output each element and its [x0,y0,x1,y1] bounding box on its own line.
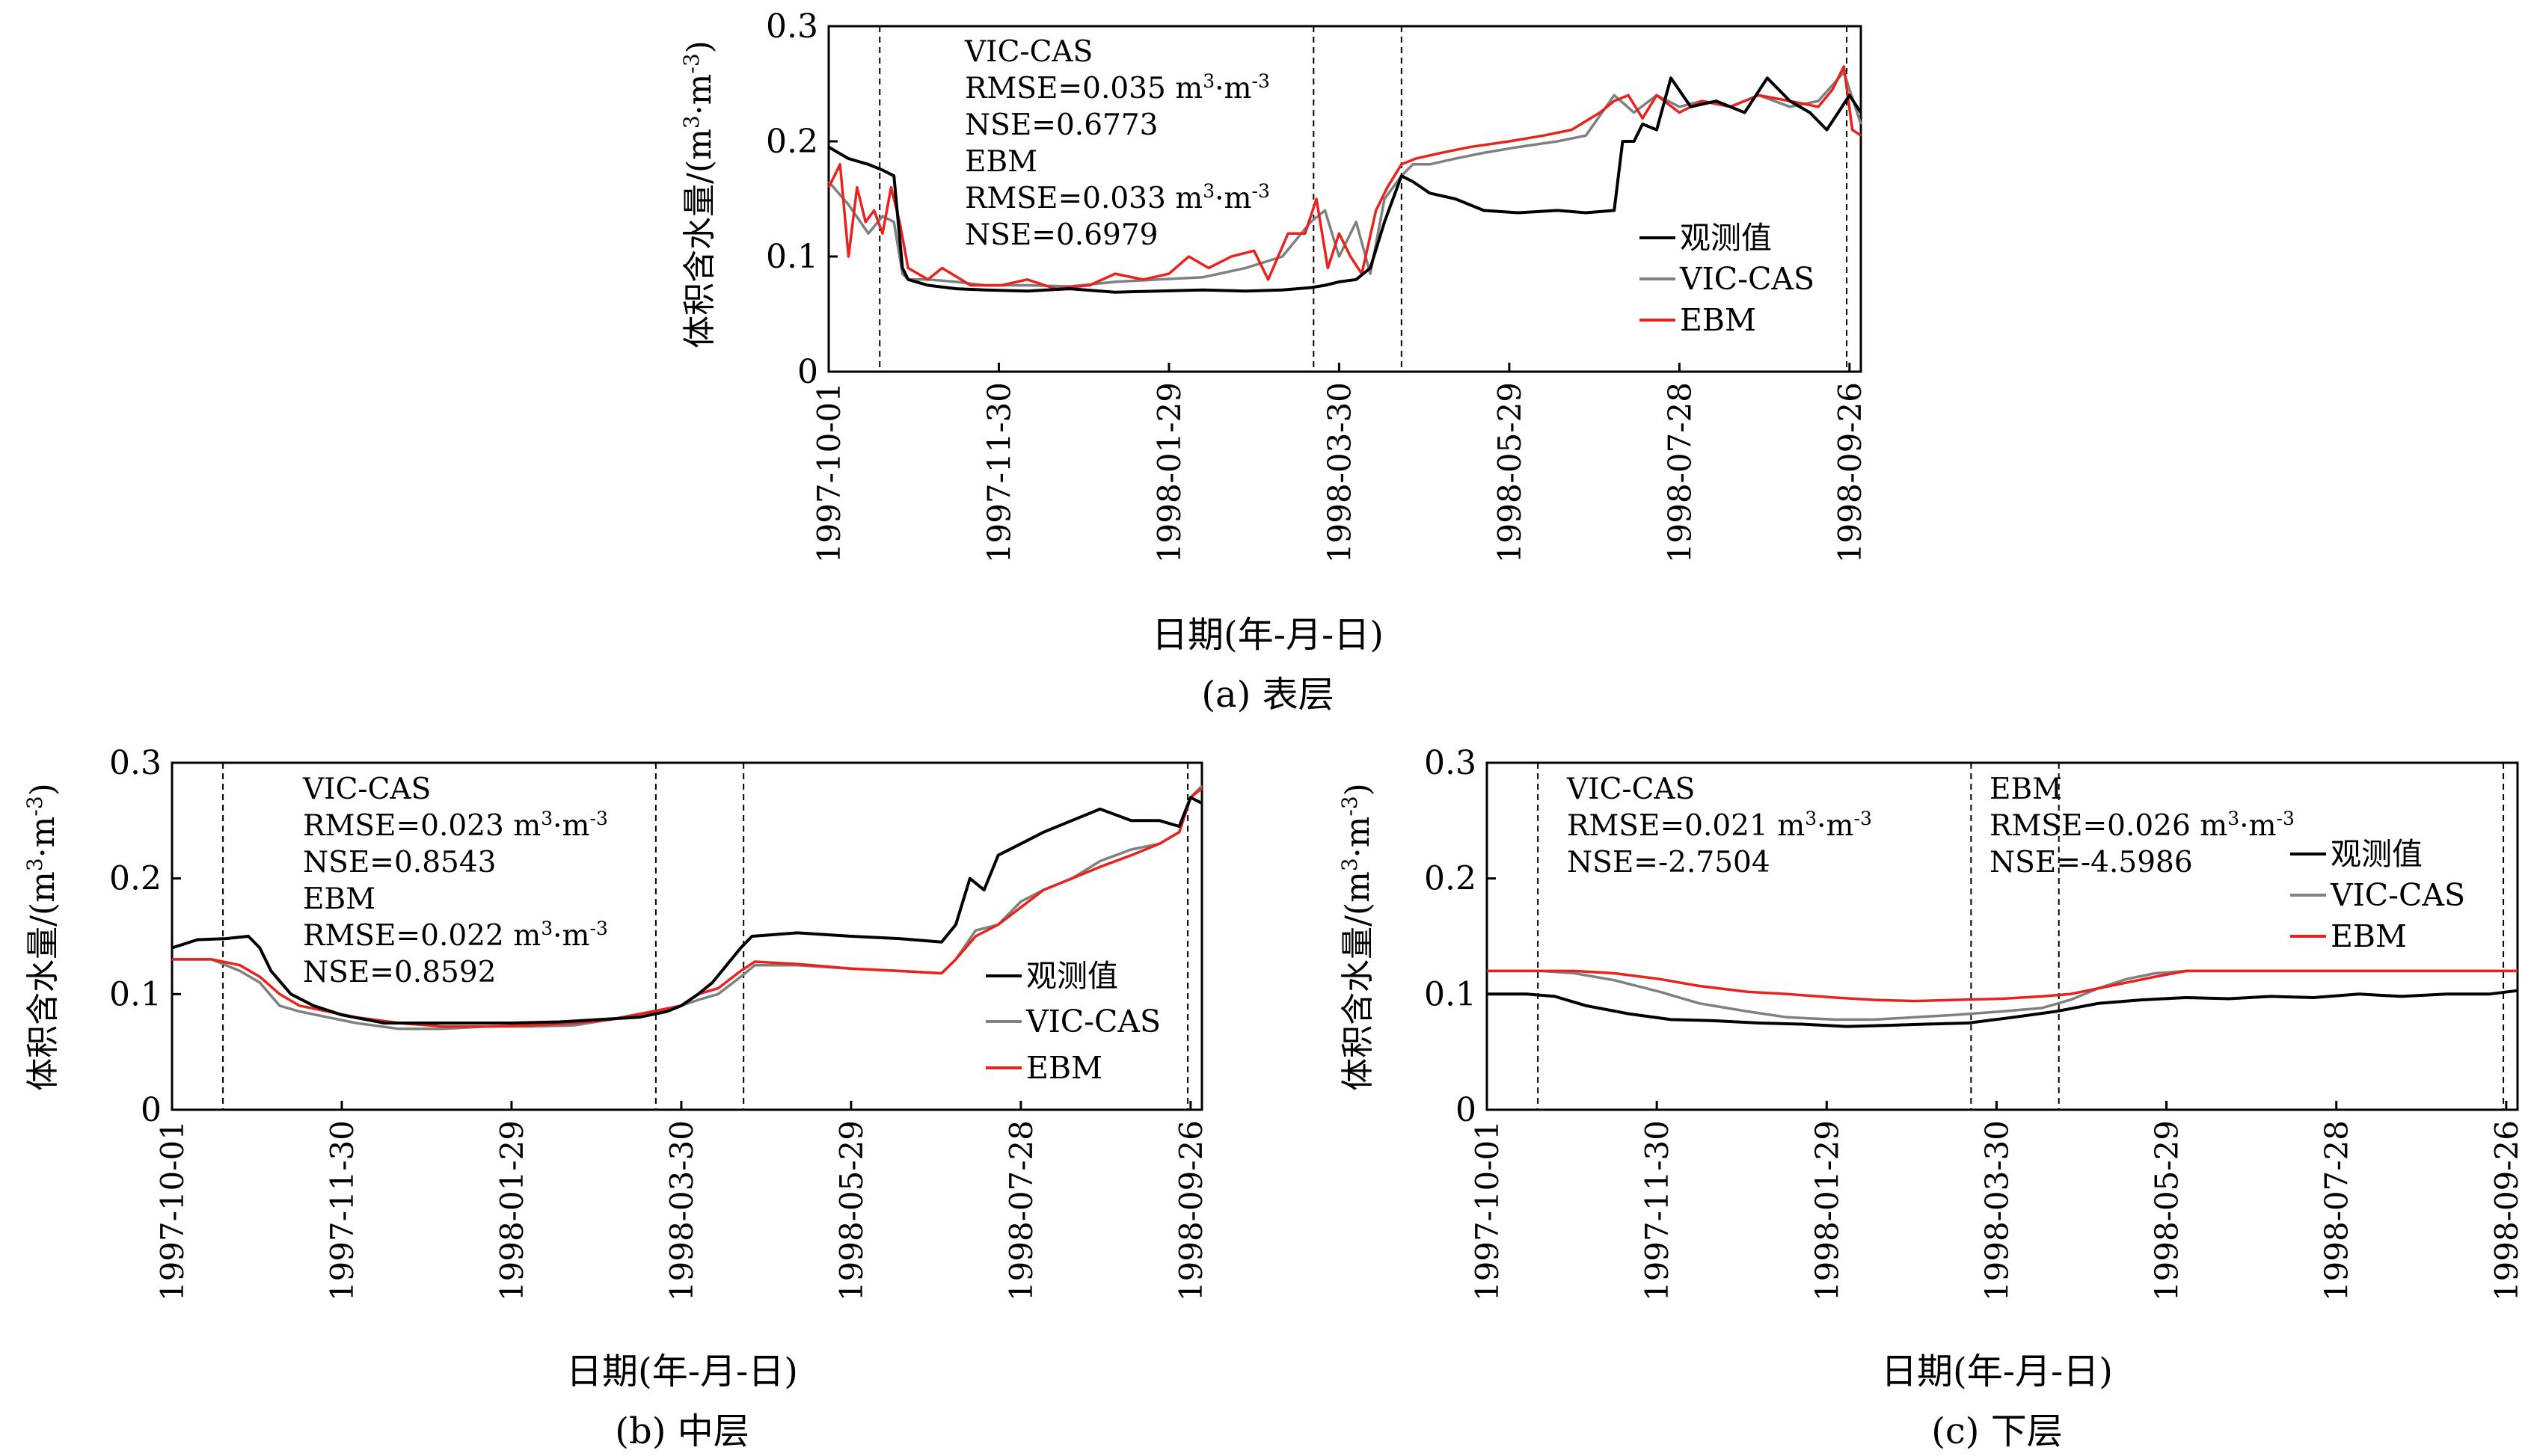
x-tick-label: 1998-05-29 [1491,382,1528,563]
x-tick-label: 1998-07-28 [2319,1120,2355,1301]
y-tick-label: 0.1 [109,975,162,1013]
x-tick-label: 1998-01-29 [1808,1120,1845,1301]
legend-label-ebm: EBM [1680,302,1756,338]
panel-a-legend: 观测值 VIC-CAS EBM [1639,220,1814,338]
panel-a-ylabel: 体积含水量/(m3·m-3) [679,40,719,348]
y-tick-label: 0.2 [766,123,818,161]
panel-c-stat-ebm-nse: NSE=-4.5986 [1989,846,2193,879]
series-line-ebm [1487,969,2518,1003]
y-tick-label: 0.1 [1424,975,1476,1013]
y-tick-label: 0 [141,1091,162,1129]
panel-c-stat-vic-rmse: RMSE=0.021 m3·m-3 [1567,808,1872,843]
panel-b-legend: 观测值 VIC-CAS EBM [986,958,1161,1086]
x-tick-label: 1997-11-30 [1639,1120,1675,1301]
x-tick-label: 1998-05-29 [2149,1120,2185,1301]
x-tick-label: 1998-07-28 [1003,1120,1040,1301]
plot-frame [827,25,1862,373]
series-line-obs [1487,989,2518,1028]
panel-a-stat-vic-nse: NSE=0.6773 [965,108,1158,142]
x-tick-label: 1998-03-30 [663,1120,700,1301]
x-tick-label: 1998-03-30 [1321,382,1357,563]
panel-a-plot: 0 0.1 0.2 0.3 1997-10-01 1997-11-30 1998-01-29… [766,7,1868,563]
legend-label-ebm: EBM [2331,918,2407,954]
panel-c: 0 0.1 0.2 0.3 1997-10-01 1997-11-30 1998-01-29… [1337,744,2525,1452]
panel-a-stat-ebm-nse: NSE=0.6979 [965,218,1158,252]
legend-label-vic: VIC-CAS [1679,261,1814,297]
plot-frame [1485,761,2519,1111]
panel-c-plot: 0 0.1 0.2 0.3 1997-10-01 1997-11-30 1998-01-29… [1424,744,2525,1301]
y-tick-label: 0.1 [766,238,818,276]
legend-label-obs: 观测值 [2331,836,2423,872]
panel-a-stat-vic-model: VIC-CAS [964,35,1093,69]
legend-label-obs: 观测值 [1680,220,1772,256]
panel-a-stat-vic-rmse: RMSE=0.035 m3·m-3 [965,70,1270,105]
x-tick-label: 1998-07-28 [1661,382,1698,563]
x-tick-label: 1998-03-30 [1978,1120,2015,1301]
panel-b-stat-vic-model: VIC-CAS [302,772,431,806]
x-tick-label: 1997-10-01 [154,1120,191,1301]
x-tick-label: 1998-09-26 [1173,1120,1209,1301]
panel-c-stat-ebm-model: EBM [1989,772,2062,806]
x-tick-label: 1997-10-01 [1469,1120,1506,1301]
panel-b-stat-ebm-rmse: RMSE=0.022 m3·m-3 [303,918,608,953]
x-tick-label: 1997-11-30 [981,382,1017,563]
x-tick-label: 1998-01-29 [494,1120,530,1301]
panel-c-legend: 观测值 VIC-CAS EBM [2290,836,2465,954]
panel-a-xlabel: 日期(年-月-日) [1152,614,1384,656]
panel-b: 0 0.1 0.2 0.3 1997-10-01 1997-11-30 1998-01-29… [22,744,1209,1452]
panel-b-stat-ebm-nse: NSE=0.8592 [303,956,496,989]
plot-frame [171,761,1203,1111]
x-tick-label: 1998-09-26 [1832,382,1868,563]
y-tick-label: 0.3 [766,7,818,46]
x-tick-label: 1998-09-26 [2488,1120,2525,1301]
panel-a-stat-ebm-model: EBM [965,145,1037,179]
panel-c-xlabel: 日期(年-月-日) [1881,1351,2113,1392]
y-tick-label: 0 [1455,1091,1476,1129]
y-tick-label: 0.3 [1424,744,1476,782]
panel-c-stat-ebm-rmse: RMSE=0.026 m3·m-3 [1989,808,2295,843]
legend-label-vic: VIC-CAS [2330,877,2465,913]
x-tick-label: 1997-10-01 [811,382,847,563]
x-tick-label: 1997-11-30 [324,1120,361,1301]
panel-b-stat-vic-nse: NSE=0.8543 [303,846,496,879]
panel-a-stat-ebm-rmse: RMSE=0.033 m3·m-3 [965,180,1270,215]
series-line-obs [171,796,1203,1025]
series-line-ebm [172,787,1203,1028]
panel-b-stat-vic-rmse: RMSE=0.023 m3·m-3 [303,808,608,843]
panel-c-stat-vic-nse: NSE=-2.7504 [1567,846,1770,879]
legend-label-ebm: EBM [1026,1050,1102,1086]
panel-c-stat-vic-model: VIC-CAS [1566,772,1695,806]
panel-b-ylabel: 体积含水量/(m3·m-3) [22,783,62,1091]
panel-b-stats: VIC-CAS RMSE=0.023 m3·m-3 NSE=0.8543 EBM… [302,772,608,989]
y-tick-label: 0.3 [109,744,162,782]
series-line-vic [827,70,1862,288]
y-tick-label: 0.2 [109,860,162,898]
y-tick-label: 0 [797,353,818,391]
legend-label-obs: 观测值 [1026,958,1118,994]
panel-a-stats: VIC-CAS RMSE=0.035 m3·m-3 NSE=0.6773 EBM… [964,35,1270,252]
series-line-obs [827,76,1862,294]
panel-c-stats: VIC-CAS RMSE=0.021 m3·m-3 NSE=-2.7504 EB… [1566,772,2295,879]
y-tick-label: 0.2 [1424,860,1476,898]
panel-b-xlabel: 日期(年-月-日) [566,1351,798,1392]
panel-b-stat-ebm-model: EBM [303,882,375,916]
legend-label-vic: VIC-CAS [1025,1004,1161,1039]
x-tick-label: 1998-05-29 [833,1120,870,1301]
panel-a: 0 0.1 0.2 0.3 1997-10-01 1997-11-30 1998-01-29… [679,7,1868,716]
series-line-ebm [827,65,1862,290]
panel-a-caption: (a) 表层 [1201,674,1334,716]
panel-b-plot: 0 0.1 0.2 0.3 1997-10-01 1997-11-30 1998-01-29… [109,744,1209,1301]
panel-c-ylabel: 体积含水量/(m3·m-3) [1337,783,1377,1091]
panel-c-caption: (c) 下层 [1931,1410,2063,1452]
panel-b-caption: (b) 中层 [615,1410,749,1452]
x-tick-label: 1998-01-29 [1151,382,1188,563]
